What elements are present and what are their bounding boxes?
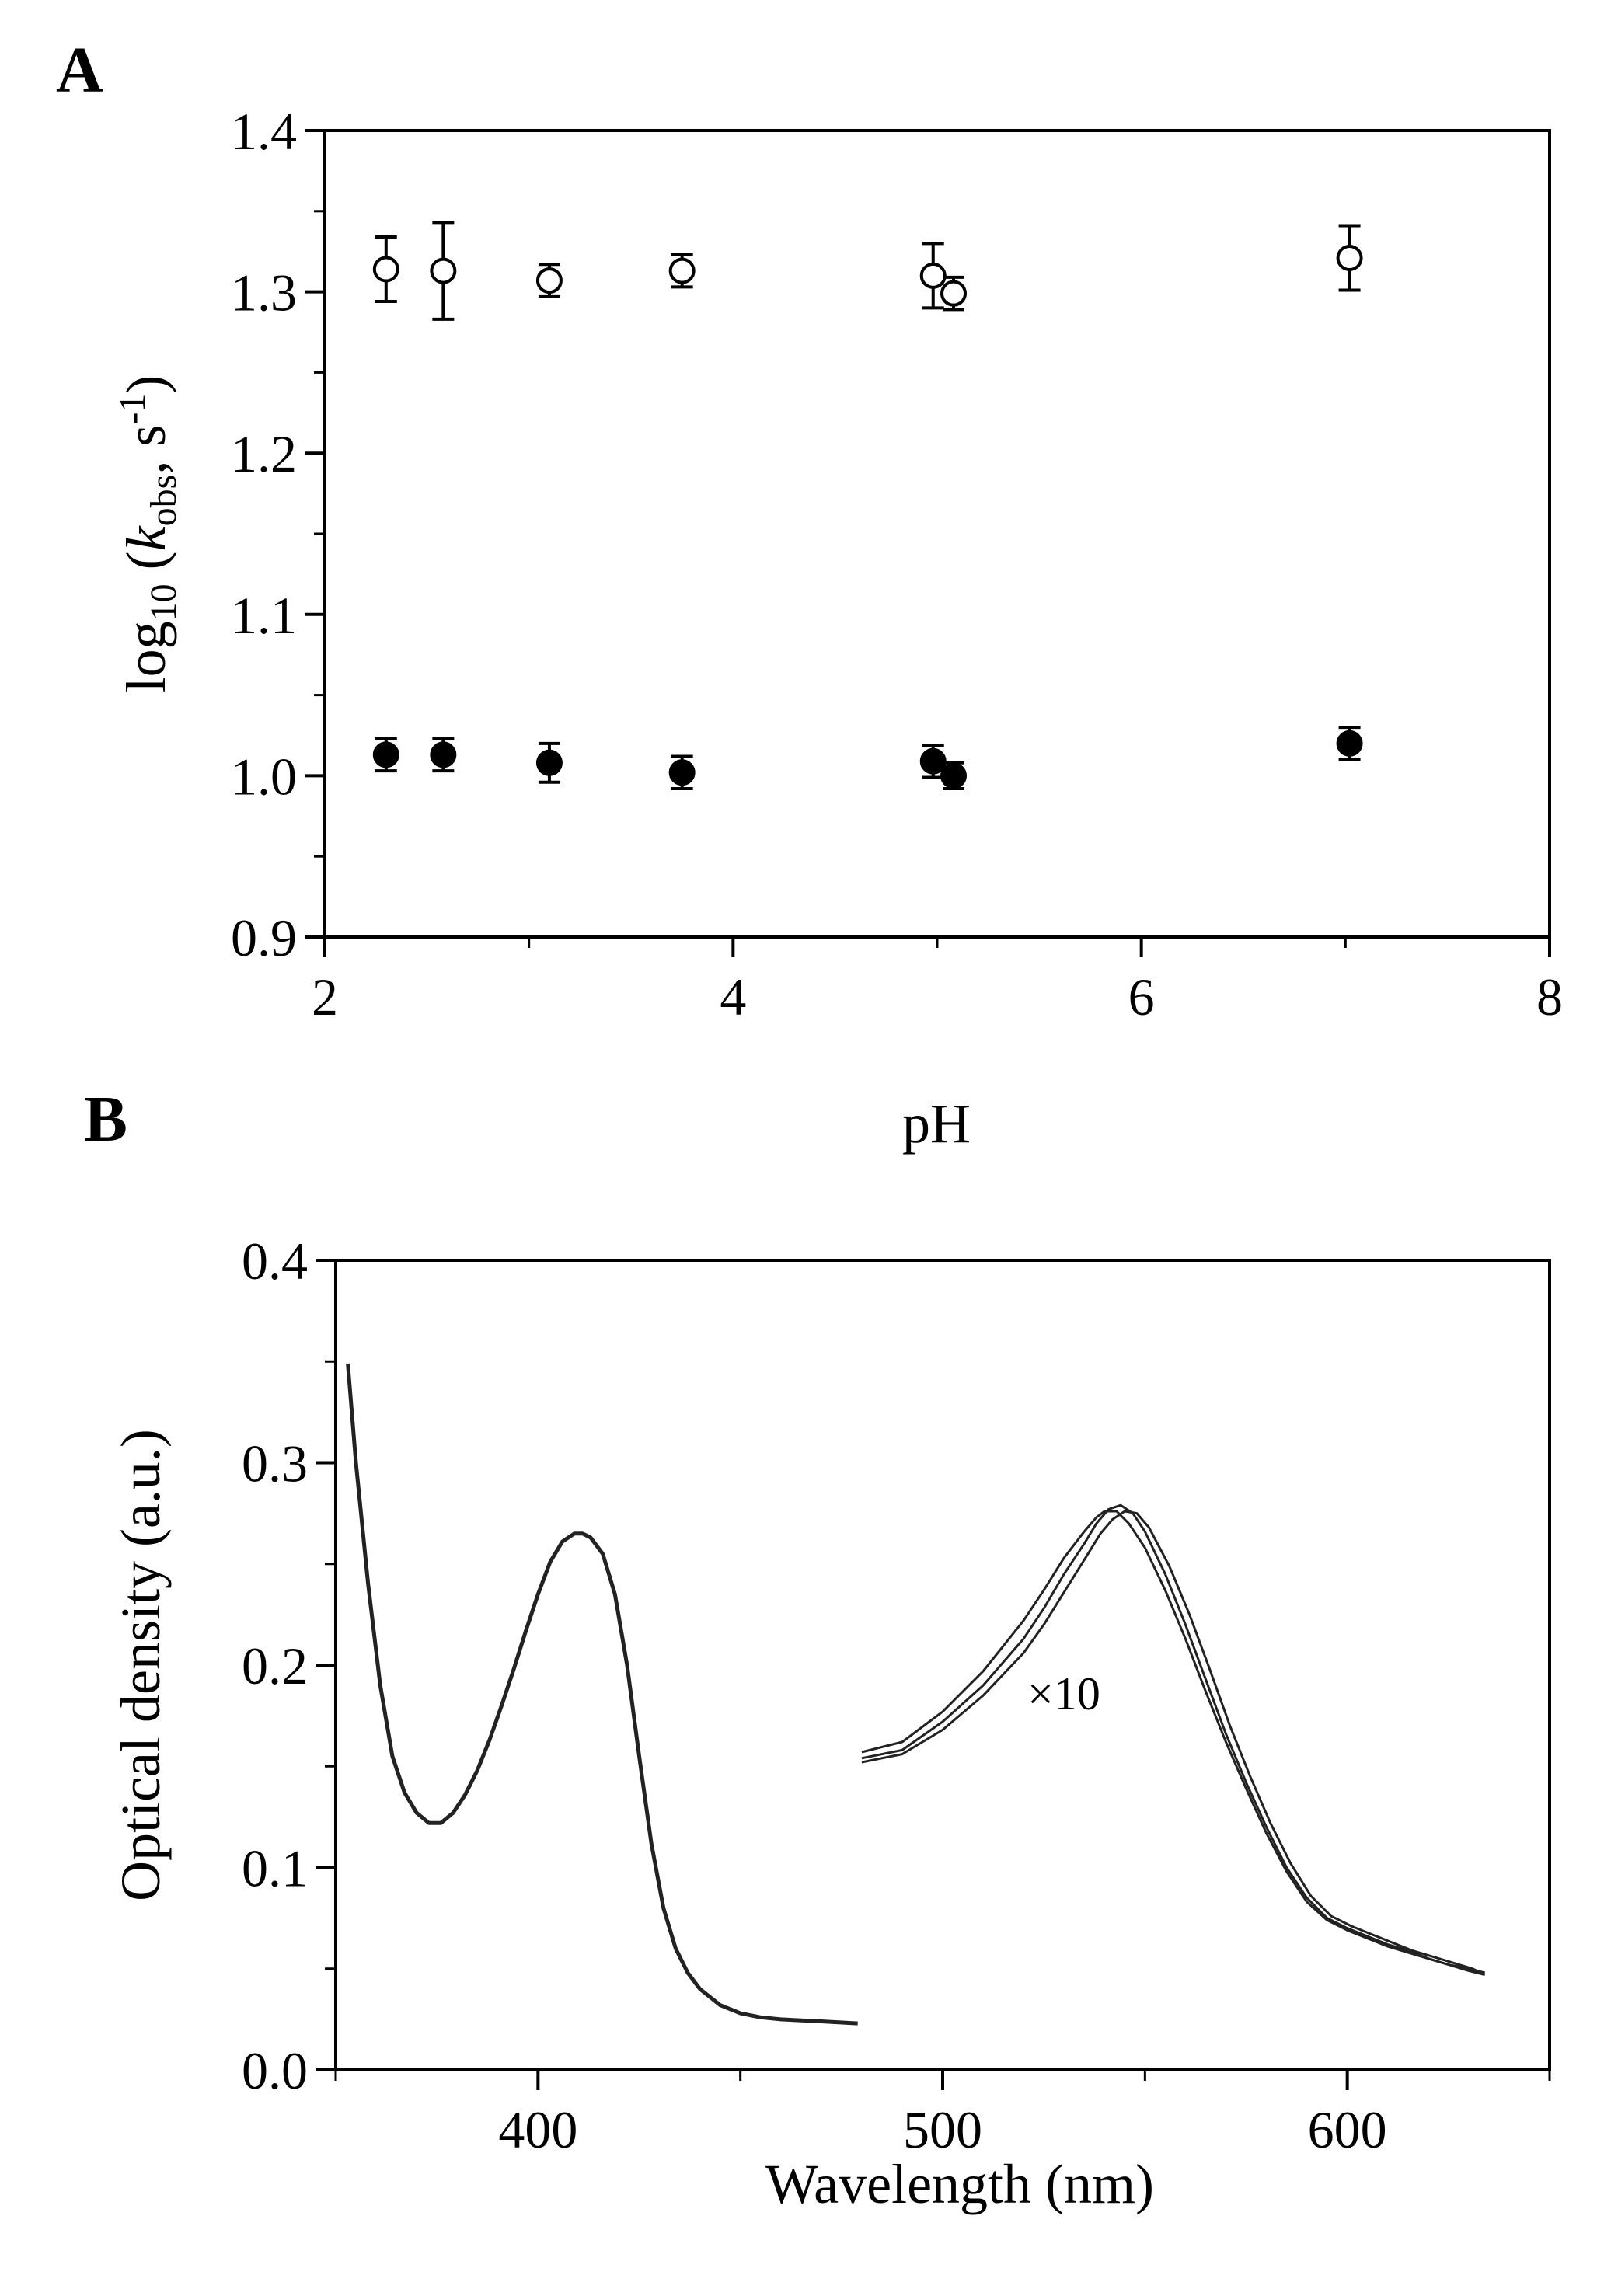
a-y-tick-label: 1.2: [231, 424, 297, 483]
y-title-superscript: -1: [112, 394, 153, 425]
a-y-tick-label: 1.0: [231, 747, 297, 806]
panel-b-y-ticks: 0.0 0.1 0.2 0.3 0.4: [242, 1232, 336, 2100]
panel-b: B 400 500 600 0.0 0.1 0.2 0.3 0.4 ×10 Waveleng…: [84, 1083, 1551, 2215]
y-title-comma: ,: [115, 461, 177, 475]
a-y-tick-label: 1.3: [231, 263, 297, 322]
panel-a-x-axis-title: pH: [902, 1092, 971, 1155]
b-y-tick-label: 0.4: [242, 1232, 308, 1291]
panel-a-series: [372, 221, 1363, 791]
scale-annotation: ×10: [1027, 1668, 1100, 1719]
a-filled-point: [372, 741, 399, 768]
a-y-tick-label: 1.1: [231, 586, 297, 645]
panel-b-plot-frame: [334, 1259, 1551, 2071]
a-x-tick-label: 6: [1128, 967, 1155, 1026]
y-title-obs-subscript: obs: [143, 475, 184, 527]
a-open-point: [919, 262, 947, 289]
panel-a-label: A: [56, 34, 103, 106]
y-title-open: (: [115, 551, 177, 584]
b-y-tick-label: 0.2: [242, 1636, 308, 1695]
b-y-tick-label: 0.1: [242, 1839, 308, 1898]
b-q-band-line: [861, 1510, 1486, 1977]
y-title-close: ): [115, 375, 177, 394]
b-soret-line: [346, 1363, 858, 2026]
a-open-point: [372, 256, 399, 283]
a-filled-point: [919, 747, 947, 775]
panel-a-plot-frame: [323, 129, 1551, 939]
a-filled-point: [940, 762, 968, 789]
panel-b-x-axis-title: Wavelength (nm): [765, 2153, 1154, 2215]
a-filled-point: [535, 749, 563, 776]
panel-b-y-axis-title: Optical density (a.u.): [110, 1429, 172, 1901]
b-x-tick-label: 600: [1308, 2100, 1387, 2159]
y-title-unit: s: [115, 425, 177, 461]
b-x-tick-label: 400: [498, 2100, 577, 2159]
b-y-tick-label: 0.0: [242, 2041, 308, 2100]
y-title-log-subscript: 10: [143, 584, 184, 621]
a-open-point: [430, 257, 457, 284]
panel-a-y-ticks: 0.9 1.0 1.1 1.2 1.3 1.4: [231, 102, 325, 967]
a-filled-point: [668, 759, 696, 786]
y-title-log: log: [115, 621, 177, 692]
a-y-tick-label: 0.9: [231, 908, 297, 967]
a-open-point: [668, 257, 696, 284]
a-open-point: [940, 280, 968, 307]
a-open-point: [1336, 245, 1363, 272]
a-filled-point: [430, 741, 457, 768]
a-x-tick-label: 8: [1536, 967, 1563, 1026]
b-q-band-line: [861, 1503, 1486, 1974]
panel-b-label: B: [84, 1083, 127, 1155]
b-y-tick-label: 0.3: [242, 1434, 308, 1493]
panel-b-x-ticks: 400 500 600: [334, 2070, 1551, 2159]
a-y-tick-label: 1.4: [231, 102, 297, 161]
b-x-tick-label: 500: [903, 2100, 982, 2159]
panel-a-x-ticks: 2 4 6 8: [312, 937, 1563, 1026]
panel-a: A 2 4 6 8 0.9 1.0 1.1 1.2 1.3 1.4 pH log10 (kobs…: [56, 34, 1563, 1155]
b-q-band-line: [861, 1510, 1486, 1976]
a-x-tick-label: 4: [720, 967, 746, 1026]
a-x-tick-label: 2: [312, 967, 338, 1026]
y-title-k: k: [115, 524, 177, 551]
a-open-point: [535, 267, 563, 294]
panel-b-series: [346, 1363, 1486, 2026]
a-filled-point: [1336, 730, 1363, 757]
panel-a-y-axis-title: log10 (kobs, s-1): [112, 375, 184, 693]
